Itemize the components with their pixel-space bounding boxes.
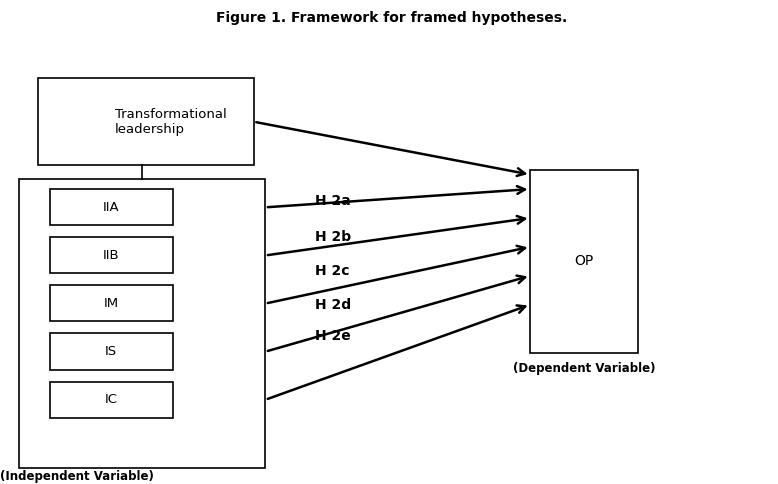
Bar — [19, 180, 265, 468]
Text: IM: IM — [103, 297, 119, 310]
Text: H 2b: H 2b — [315, 230, 351, 244]
Text: (Independent Variable): (Independent Variable) — [0, 469, 153, 483]
Bar — [531, 170, 638, 353]
Bar — [50, 285, 173, 321]
Bar — [50, 381, 173, 418]
Text: IC: IC — [105, 393, 117, 406]
Bar — [50, 333, 173, 369]
Text: H 2e: H 2e — [315, 329, 351, 343]
Bar — [38, 78, 254, 165]
Text: Transformational
leadership: Transformational leadership — [115, 108, 227, 136]
Text: IIA: IIA — [103, 200, 120, 213]
Text: H 2c: H 2c — [315, 264, 349, 278]
Text: (Dependent Variable): (Dependent Variable) — [513, 363, 656, 375]
Bar — [50, 237, 173, 273]
Bar — [50, 189, 173, 225]
Text: H 2a: H 2a — [315, 194, 351, 208]
Text: H 2d: H 2d — [315, 298, 351, 312]
Text: OP: OP — [575, 254, 594, 268]
Text: Figure 1. Framework for framed hypotheses.: Figure 1. Framework for framed hypothese… — [216, 11, 568, 25]
Text: IIB: IIB — [103, 249, 120, 262]
Text: IS: IS — [105, 345, 117, 358]
